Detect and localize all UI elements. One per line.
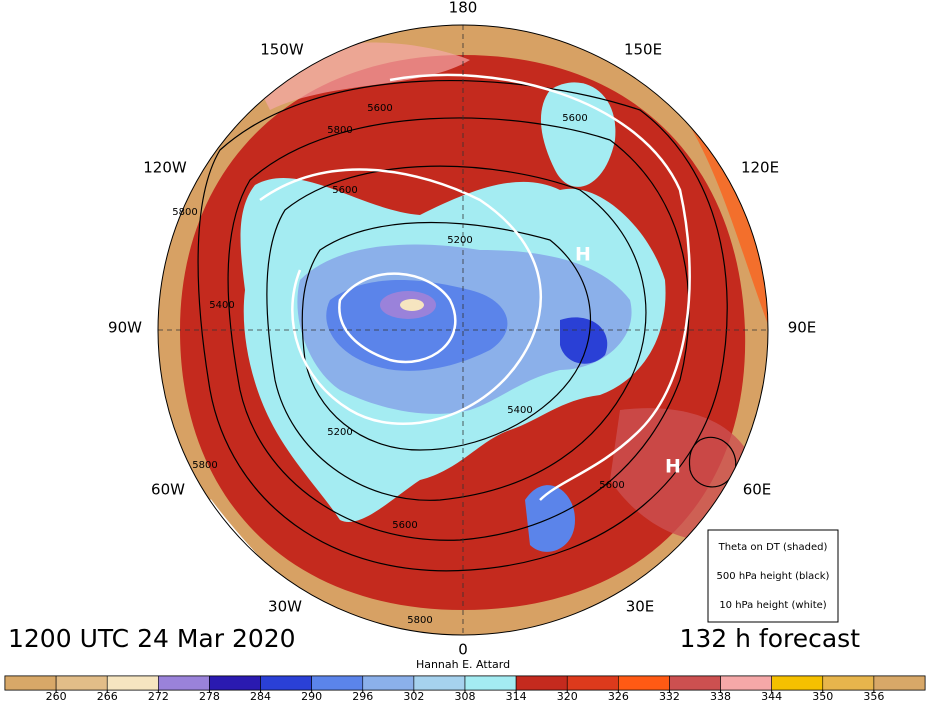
colorbar-label: 296 bbox=[352, 690, 373, 702]
colorbar-segment bbox=[413, 675, 466, 691]
colorbar-segment bbox=[566, 675, 619, 691]
legend-box bbox=[707, 529, 839, 623]
colorbar-label: 260 bbox=[46, 690, 67, 702]
longitude-label: 30W bbox=[268, 598, 302, 616]
colorbar-label: 266 bbox=[97, 690, 118, 702]
colorbar-segment bbox=[822, 675, 875, 691]
contour-label: 5800 bbox=[172, 207, 197, 218]
contour-label: 5800 bbox=[192, 460, 217, 471]
colorbar-segment bbox=[260, 675, 312, 691]
colorbar-label: 344 bbox=[761, 690, 782, 702]
longitude-label: 180 bbox=[449, 0, 478, 17]
contour-label: 5400 bbox=[209, 300, 234, 311]
colorbar-label: 272 bbox=[148, 690, 169, 702]
colorbar-label: 290 bbox=[301, 690, 322, 702]
legend-entry: 500 hPa height (black) bbox=[717, 571, 830, 582]
pressure-center: H bbox=[575, 244, 591, 266]
colorbar-segment bbox=[158, 675, 210, 691]
contour-label: 5200 bbox=[447, 235, 472, 246]
longitude-label: 120W bbox=[143, 159, 187, 177]
colorbar-segment bbox=[771, 675, 824, 691]
contour-label: 5800 bbox=[407, 615, 432, 626]
colorbar-label: 278 bbox=[199, 690, 220, 702]
contour-label: 5200 bbox=[327, 427, 352, 438]
map-field bbox=[158, 25, 768, 635]
longitude-label: 0 bbox=[458, 641, 468, 659]
colorbar-label: 350 bbox=[812, 690, 833, 702]
longitude-label: 30E bbox=[626, 598, 655, 616]
contour-label: 5600 bbox=[367, 103, 392, 114]
colorbar-segment bbox=[106, 675, 159, 691]
colorbar-label: 338 bbox=[710, 690, 731, 702]
blue-region bbox=[560, 317, 608, 364]
longitude-label: 60E bbox=[743, 481, 772, 499]
contour-label: 5600 bbox=[392, 520, 417, 531]
longitude-label: 60W bbox=[151, 481, 185, 499]
legend-entry: 10 hPa height (white) bbox=[719, 600, 826, 611]
colorbar-label: 326 bbox=[608, 690, 629, 702]
longitude-label: 120E bbox=[741, 159, 779, 177]
colorbar-segment bbox=[873, 675, 926, 691]
longitude-label: 90W bbox=[108, 319, 142, 337]
colorbar-segment bbox=[4, 675, 57, 691]
longitude-label: 150E bbox=[624, 41, 662, 59]
contour-label: 5600 bbox=[562, 113, 587, 124]
longitude-label: 150W bbox=[260, 41, 304, 59]
contour-label: 5800 bbox=[327, 125, 352, 136]
pressure-center: H bbox=[665, 456, 681, 478]
colorbar-segment bbox=[669, 675, 721, 691]
colorbar-segment bbox=[464, 675, 517, 691]
colorbar-segment bbox=[209, 675, 261, 691]
contour-label: 5600 bbox=[332, 185, 357, 196]
colorbar-label: 314 bbox=[506, 690, 527, 702]
colorbar-segment bbox=[720, 675, 772, 691]
contour-label: 5600 bbox=[599, 480, 624, 491]
valid-time: 1200 UTC 24 Mar 2020 bbox=[8, 624, 296, 653]
contour-label: 5400 bbox=[507, 405, 532, 416]
colorbar-label: 308 bbox=[455, 690, 476, 702]
purple-spot bbox=[400, 299, 424, 311]
colorbar-segment bbox=[515, 675, 568, 691]
colorbar-label: 356 bbox=[863, 690, 884, 702]
colorbar-segment bbox=[618, 675, 670, 691]
colorbar-label: 332 bbox=[659, 690, 680, 702]
legend-entry: Theta on DT (shaded) bbox=[718, 542, 828, 553]
colorbar-label: 302 bbox=[403, 690, 424, 702]
colorbar-segment bbox=[311, 675, 364, 691]
forecast-hour: 132 h forecast bbox=[679, 624, 860, 653]
colorbar-label: 284 bbox=[250, 690, 271, 702]
longitude-label: 90E bbox=[788, 319, 817, 337]
blue-region bbox=[326, 280, 508, 371]
author: Hannah E. Attard bbox=[416, 658, 510, 671]
colorbar-segment bbox=[362, 675, 415, 691]
colorbar-segment bbox=[55, 675, 108, 691]
map-border bbox=[157, 24, 769, 636]
colorbar-label: 320 bbox=[557, 690, 578, 702]
